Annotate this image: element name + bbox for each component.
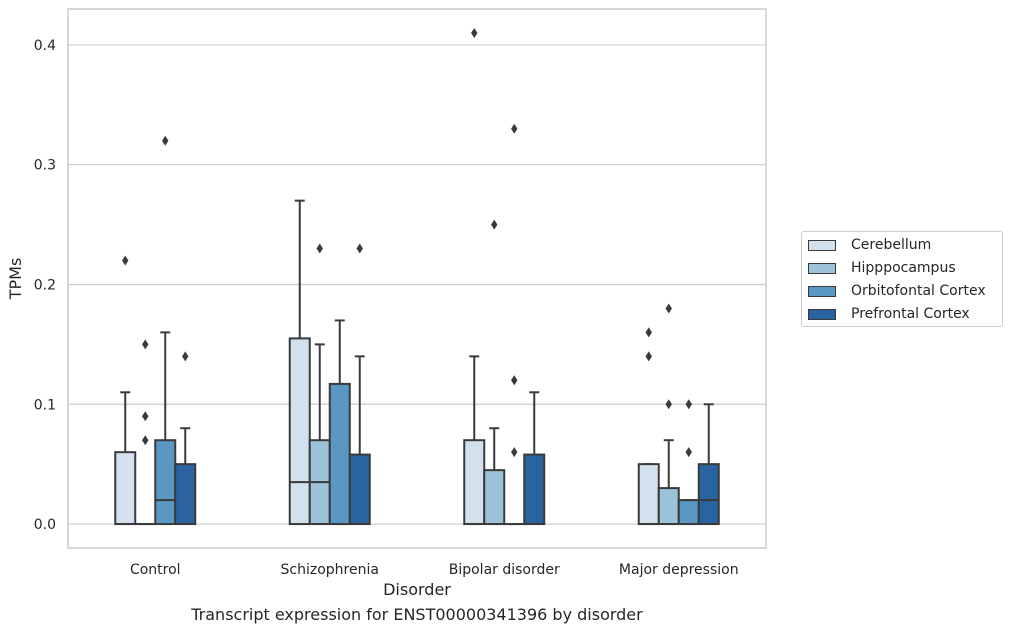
box-hipppocampus	[657, 303, 680, 526]
outlier-point	[685, 447, 692, 458]
legend-item-prefrontal-cortex: Prefrontal Cortex	[808, 305, 970, 323]
box-body	[154, 439, 177, 526]
box-cerebellum	[114, 255, 137, 526]
y-tick-label: 0.3	[34, 158, 56, 174]
outlier-point	[491, 219, 498, 230]
box-cerebellum	[637, 327, 660, 526]
box-orbitofontal-cortex	[154, 135, 177, 526]
outlier-point	[471, 27, 478, 38]
box-body	[677, 499, 700, 526]
box-cerebellum	[288, 199, 311, 526]
box-body	[288, 337, 311, 526]
plot-frame	[67, 8, 767, 549]
legend-label: Orbitofontal Cortex	[851, 283, 986, 299]
box-prefrontal-cortex	[697, 403, 720, 526]
outlier-point	[511, 447, 518, 458]
legend: Cerebellum Hipppocampus Orbitofontal Cor…	[801, 231, 1003, 327]
box-prefrontal-cortex	[523, 391, 546, 526]
outlier-point	[122, 255, 129, 266]
box-body	[463, 439, 486, 526]
outlier-point	[511, 375, 518, 386]
x-tick-label: Schizophrenia	[281, 562, 379, 578]
outlier-point	[142, 339, 149, 350]
box-body	[114, 451, 137, 526]
box-body	[483, 469, 506, 526]
outlier-point	[182, 351, 189, 362]
x-tick-label: Major depression	[619, 562, 739, 578]
y-tick-label: 0.4	[34, 38, 56, 54]
box-body	[697, 463, 720, 526]
outlier-point	[665, 399, 672, 410]
box-body	[523, 453, 546, 526]
legend-item-cerebellum: Cerebellum	[808, 236, 931, 254]
box-orbitofontal-cortex	[328, 319, 351, 526]
y-tick-label: 0.2	[34, 277, 56, 293]
outlier-point	[356, 243, 363, 254]
y-axis-ticks: 0.0 0.1 0.2 0.3 0.4	[34, 38, 56, 533]
outlier-point	[162, 135, 169, 146]
outlier-point	[645, 351, 652, 362]
box-prefrontal-cortex	[348, 243, 371, 526]
outlier-point	[665, 303, 672, 314]
outlier-point	[685, 399, 692, 410]
outlier-point	[142, 411, 149, 422]
x-axis-ticks: Control Schizophrenia Bipolar disorder Majo…	[130, 562, 739, 578]
outlier-point	[645, 327, 652, 338]
box-body	[174, 463, 197, 526]
x-tick-label: Bipolar disorder	[449, 562, 560, 578]
legend-label: Prefrontal Cortex	[851, 306, 970, 322]
y-axis-label: TPMs	[6, 258, 25, 301]
box-body	[348, 453, 371, 526]
outlier-point	[142, 435, 149, 446]
legend-item-hippocampus: Hipppocampus	[808, 259, 956, 277]
box-prefrontal-cortex	[174, 351, 197, 526]
box-body	[328, 382, 351, 526]
outlier-point	[511, 123, 518, 134]
box-hipppocampus	[134, 339, 157, 526]
chart-caption: Transcript expression for ENST0000034139…	[191, 605, 643, 624]
box-orbitofontal-cortex	[677, 399, 700, 526]
y-tick-label: 0.0	[34, 517, 56, 533]
y-tick-label: 0.1	[34, 397, 56, 413]
legend-swatch-cerebellum	[808, 239, 836, 251]
box-body	[657, 487, 680, 526]
box-orbitofontal-cortex	[503, 123, 526, 526]
x-axis-label: Disorder	[383, 580, 451, 599]
box-hipppocampus	[483, 219, 506, 526]
outlier-point	[316, 243, 323, 254]
legend-item-orbitofrontal-cortex: Orbitofontal Cortex	[808, 282, 986, 300]
box-hipppocampus	[308, 243, 331, 526]
legend-swatch-orbitofrontal-cortex	[808, 285, 836, 297]
legend-swatch-hippocampus	[808, 262, 836, 274]
legend-label: Hipppocampus	[851, 260, 956, 276]
x-tick-label: Control	[130, 562, 181, 578]
box-body	[637, 463, 660, 526]
box-cerebellum	[463, 27, 486, 526]
boxes	[114, 27, 720, 526]
legend-swatch-prefrontal-cortex	[808, 308, 836, 320]
legend-label: Cerebellum	[851, 237, 932, 253]
